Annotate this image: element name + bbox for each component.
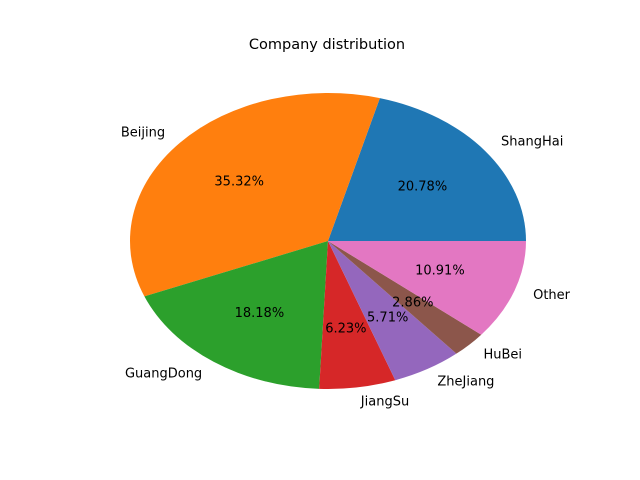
pie-slice-guangdong bbox=[144, 241, 328, 389]
slice-label-hubei: HuBei bbox=[484, 348, 523, 363]
slice-label-other: Other bbox=[533, 288, 571, 303]
pie-slice-beijing bbox=[130, 93, 380, 297]
percent-label-jiangsu: 6.23% bbox=[325, 321, 366, 336]
percent-label-hubei: 2.86% bbox=[392, 296, 433, 311]
percent-label-guangdong: 18.18% bbox=[235, 306, 285, 321]
percent-label-other: 10.91% bbox=[415, 263, 465, 278]
slice-label-shanghai: ShangHai bbox=[501, 135, 563, 150]
slice-label-jiangsu: JiangSu bbox=[360, 394, 409, 409]
percent-label-shanghai: 20.78% bbox=[398, 180, 448, 195]
slice-label-guangdong: GuangDong bbox=[125, 366, 202, 381]
pie-slice-shanghai bbox=[328, 98, 526, 241]
chart-title: Company distribution bbox=[249, 37, 405, 53]
percent-label-beijing: 35.32% bbox=[214, 175, 264, 190]
percent-labels: 20.78% 35.32% 18.18% 6.23%5.71%2.86% 10.91% bbox=[214, 175, 464, 337]
pie-slice-other bbox=[328, 241, 526, 335]
slice-label-beijing: Beijing bbox=[121, 125, 165, 140]
slice-label-zhejiang: ZheJiang bbox=[437, 374, 494, 389]
pie-slice-jiangsu bbox=[319, 241, 396, 389]
pie-slices bbox=[130, 93, 526, 389]
pie-slice-hubei bbox=[328, 241, 482, 354]
percent-label-zhejiang: 5.71% bbox=[367, 310, 408, 325]
pie-slice-zhejiang bbox=[328, 241, 457, 381]
slice-labels: ShangHai Beijing GuangDong JiangSu ZheJiang H… bbox=[121, 125, 571, 409]
